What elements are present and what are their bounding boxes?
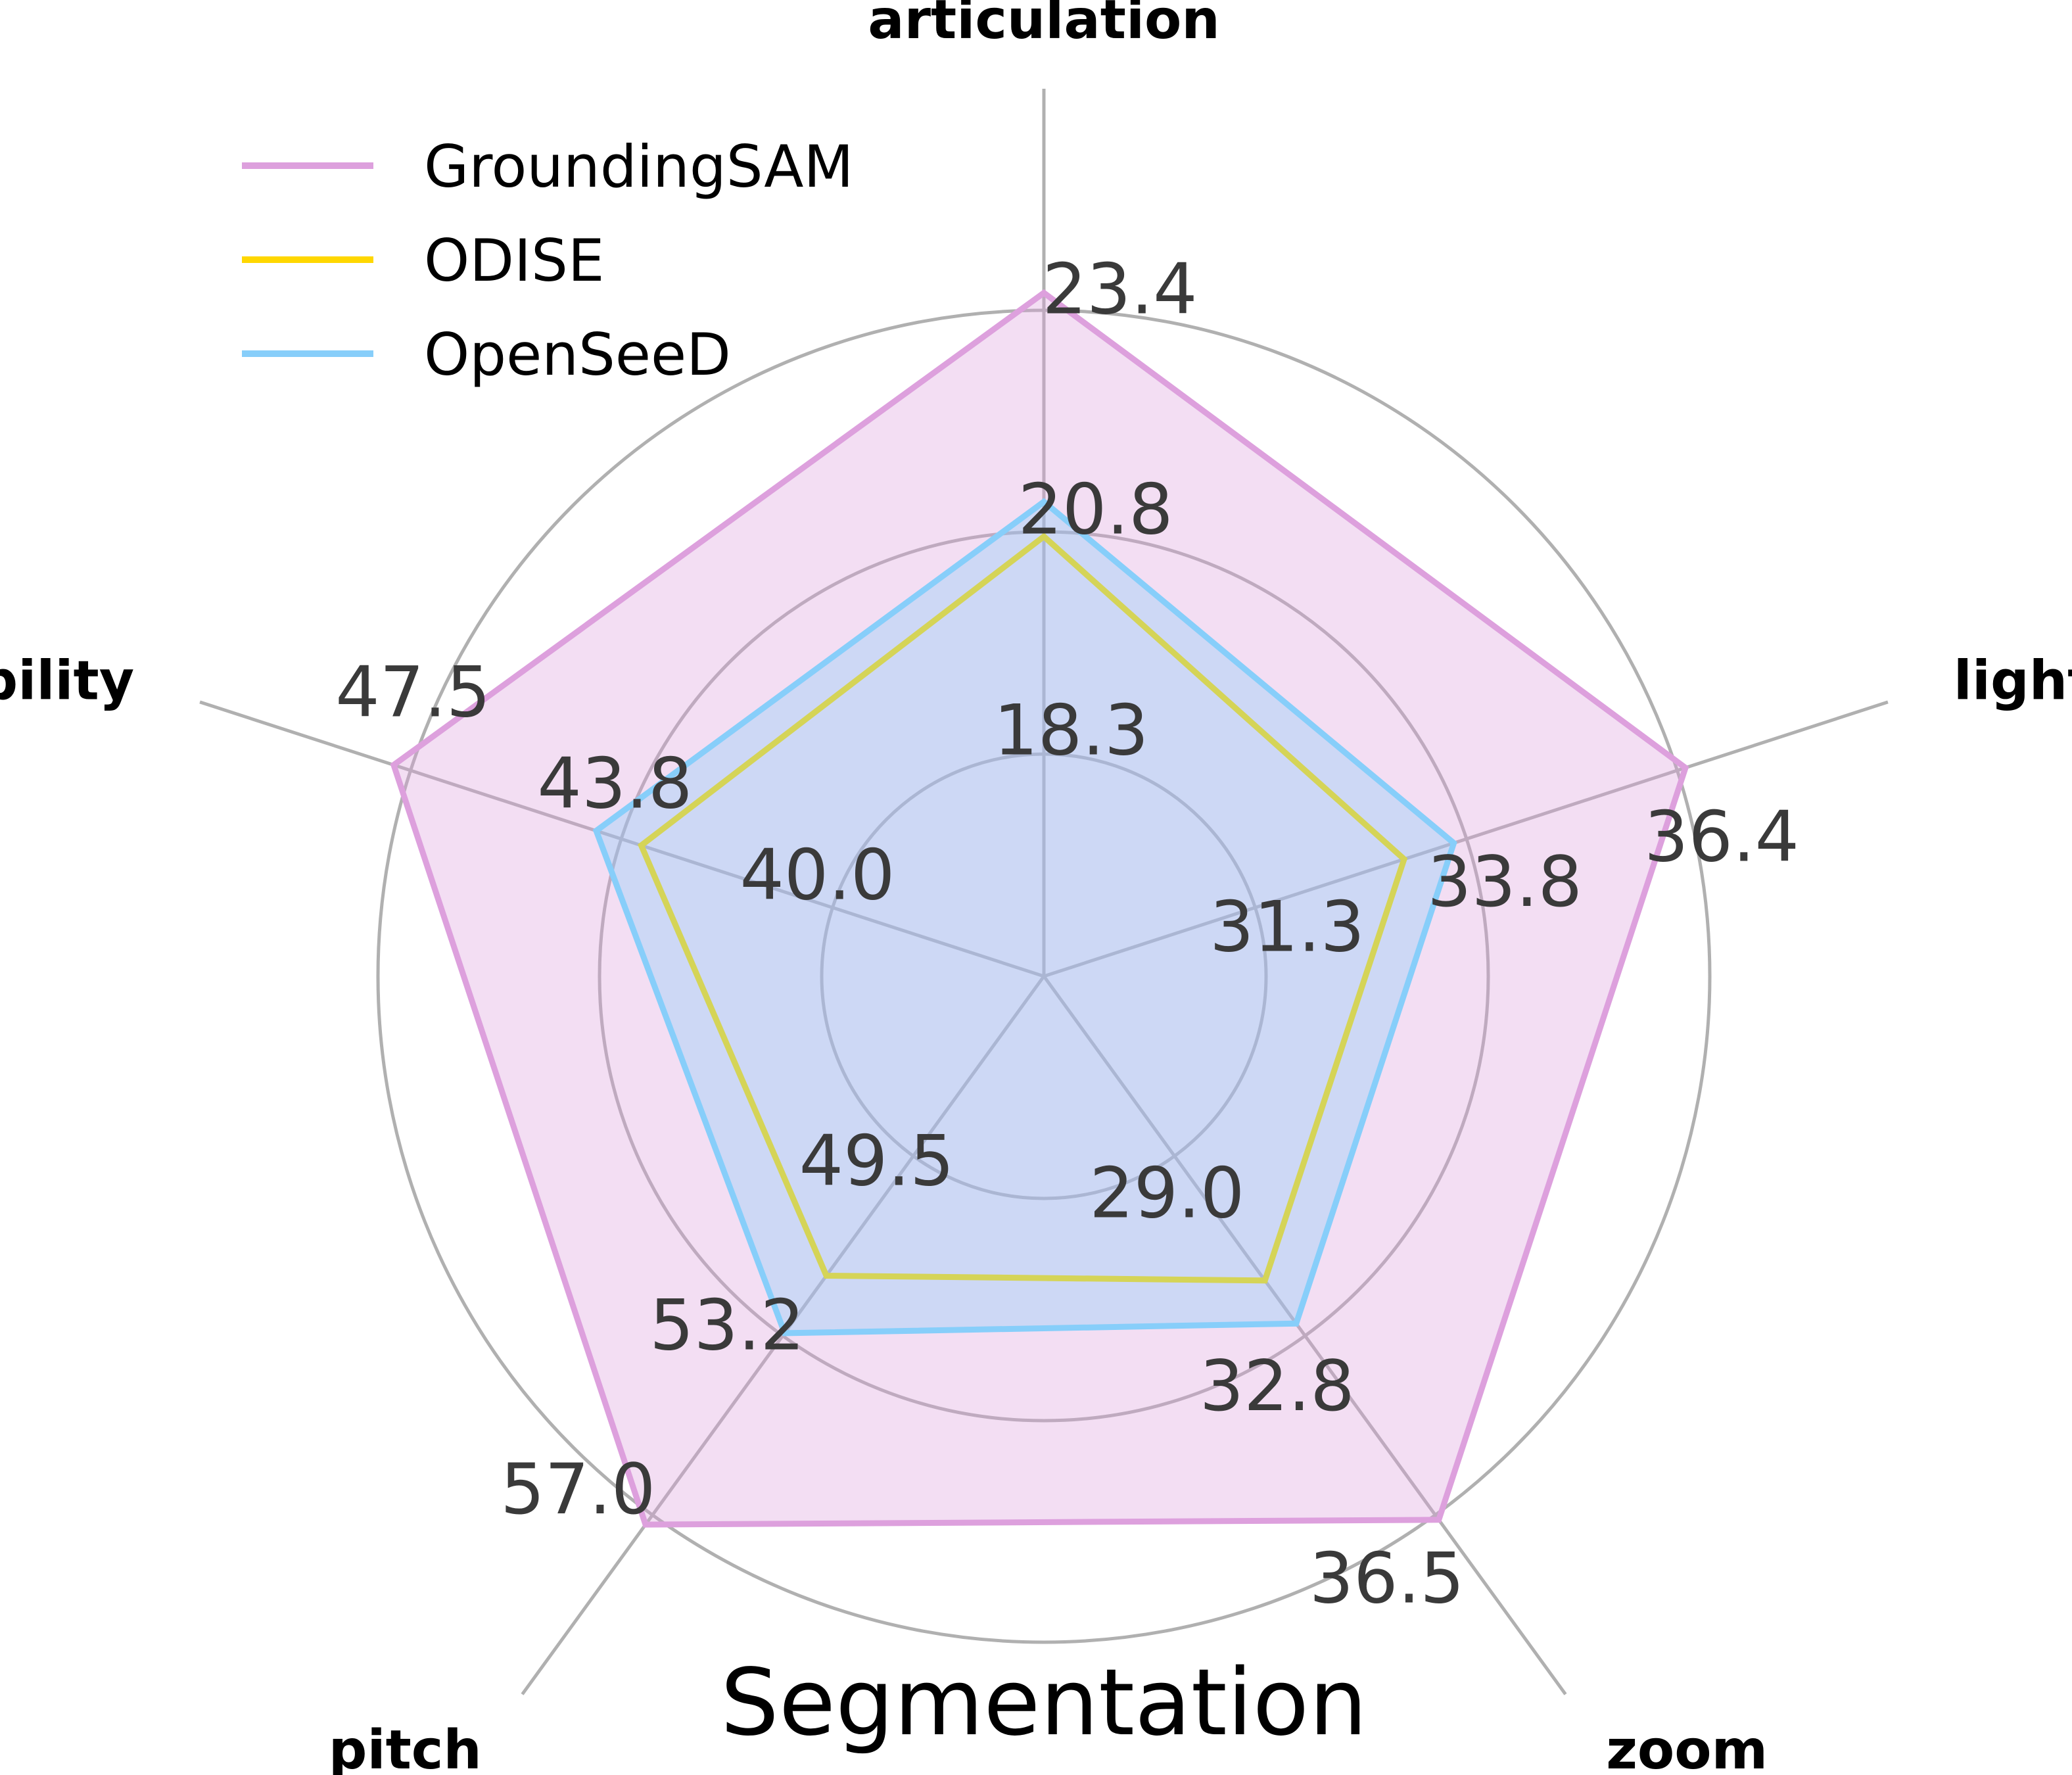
tick-label-lighting-1: 31.3 [1210,886,1365,967]
axis-label-zoom: zoom [1606,1719,1768,1775]
tick-label-articulation-2: 20.8 [1018,469,1173,550]
radar-series [390,289,1689,1528]
legend-label-groundingsam: GroundingSAM [424,133,853,201]
axis-label-visibility: visibility [0,650,134,712]
tick-label-visibility-1: 40.0 [740,834,895,915]
tick-label-zoom-3: 36.5 [1309,1538,1465,1619]
legend: GroundingSAM ODISE OpenSeeD [242,133,853,389]
tick-label-pitch-2: 53.2 [649,1285,805,1366]
radar-grid [199,89,1889,1695]
tick-label-pitch-1: 49.5 [799,1121,954,1202]
legend-label-odise: ODISE [424,227,604,295]
tick-label-articulation-3: 23.4 [1043,248,1198,329]
series-openseed-polygon [592,498,1457,1337]
tick-label-lighting-2: 33.8 [1427,841,1582,922]
radar-tick-labels: 18.3 20.8 23.4 31.3 33.8 36.4 29.0 32.8 36.5 49.5… [335,248,1799,1619]
axis-spoke-visibility [199,700,1045,978]
axis-spoke-lighting [1043,700,1889,978]
legend-label-openseed: OpenSeeD [424,321,731,389]
axis-label-lighting: lighting [1954,650,2072,712]
axis-label-articulation: articulation [868,0,1220,51]
axis-spoke-zoom [1042,975,1567,1695]
series-groundingsam-polygon [390,289,1689,1528]
tick-label-articulation-1: 18.3 [993,690,1148,770]
tick-label-visibility-2: 43.8 [537,743,692,824]
tick-label-zoom-1: 29.0 [1089,1152,1244,1233]
tick-label-zoom-2: 32.8 [1200,1346,1355,1427]
series-odise-polygon [637,532,1408,1284]
tick-label-pitch-3: 57.0 [500,1449,655,1530]
chart-title: Segmentation [720,1649,1367,1757]
axis-label-pitch: pitch [329,1719,482,1775]
tick-label-lighting-3: 36.4 [1644,797,1799,878]
tick-label-visibility-3: 47.5 [335,652,490,733]
